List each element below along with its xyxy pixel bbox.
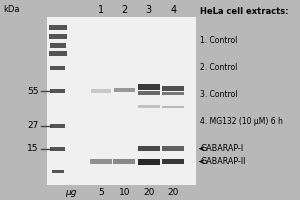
Text: 15: 15: [27, 144, 39, 153]
Bar: [113, 159, 135, 164]
Bar: [138, 84, 160, 90]
Bar: [138, 146, 160, 151]
Bar: [50, 147, 65, 151]
Bar: [49, 34, 67, 39]
Bar: [138, 159, 160, 165]
Text: GABARAP-II: GABARAP-II: [200, 157, 246, 166]
Text: kDa: kDa: [3, 5, 20, 14]
Text: 5: 5: [98, 188, 104, 197]
Bar: [162, 92, 184, 95]
Text: μg: μg: [65, 188, 77, 197]
Bar: [90, 159, 112, 164]
Text: 2: 2: [121, 5, 127, 15]
Text: HeLa cell extracts:: HeLa cell extracts:: [200, 7, 289, 16]
Text: 55: 55: [27, 87, 39, 96]
Text: GABARAP-I: GABARAP-I: [200, 144, 244, 153]
Bar: [50, 89, 65, 93]
Text: 20: 20: [168, 188, 179, 197]
Text: 3: 3: [146, 5, 152, 15]
Bar: [114, 88, 134, 92]
Bar: [49, 51, 67, 56]
Bar: [52, 170, 64, 173]
Bar: [91, 89, 111, 93]
Bar: [162, 106, 184, 108]
Bar: [162, 159, 184, 164]
Text: 1. Control: 1. Control: [200, 36, 238, 45]
Bar: [162, 146, 184, 151]
Bar: [50, 66, 65, 70]
Text: 4: 4: [170, 5, 176, 15]
Bar: [49, 25, 67, 30]
Text: 1: 1: [98, 5, 104, 15]
Text: 10: 10: [118, 188, 130, 197]
Text: 20: 20: [143, 188, 154, 197]
Bar: [138, 105, 160, 108]
Bar: [47, 17, 196, 185]
Bar: [138, 91, 160, 95]
Bar: [162, 86, 184, 91]
Text: 3. Control: 3. Control: [200, 90, 238, 99]
Bar: [50, 124, 65, 128]
Text: 4. MG132 (10 μM) 6 h: 4. MG132 (10 μM) 6 h: [200, 117, 283, 126]
Text: 2. Control: 2. Control: [200, 63, 238, 72]
Bar: [50, 43, 66, 48]
Text: 27: 27: [27, 121, 39, 130]
